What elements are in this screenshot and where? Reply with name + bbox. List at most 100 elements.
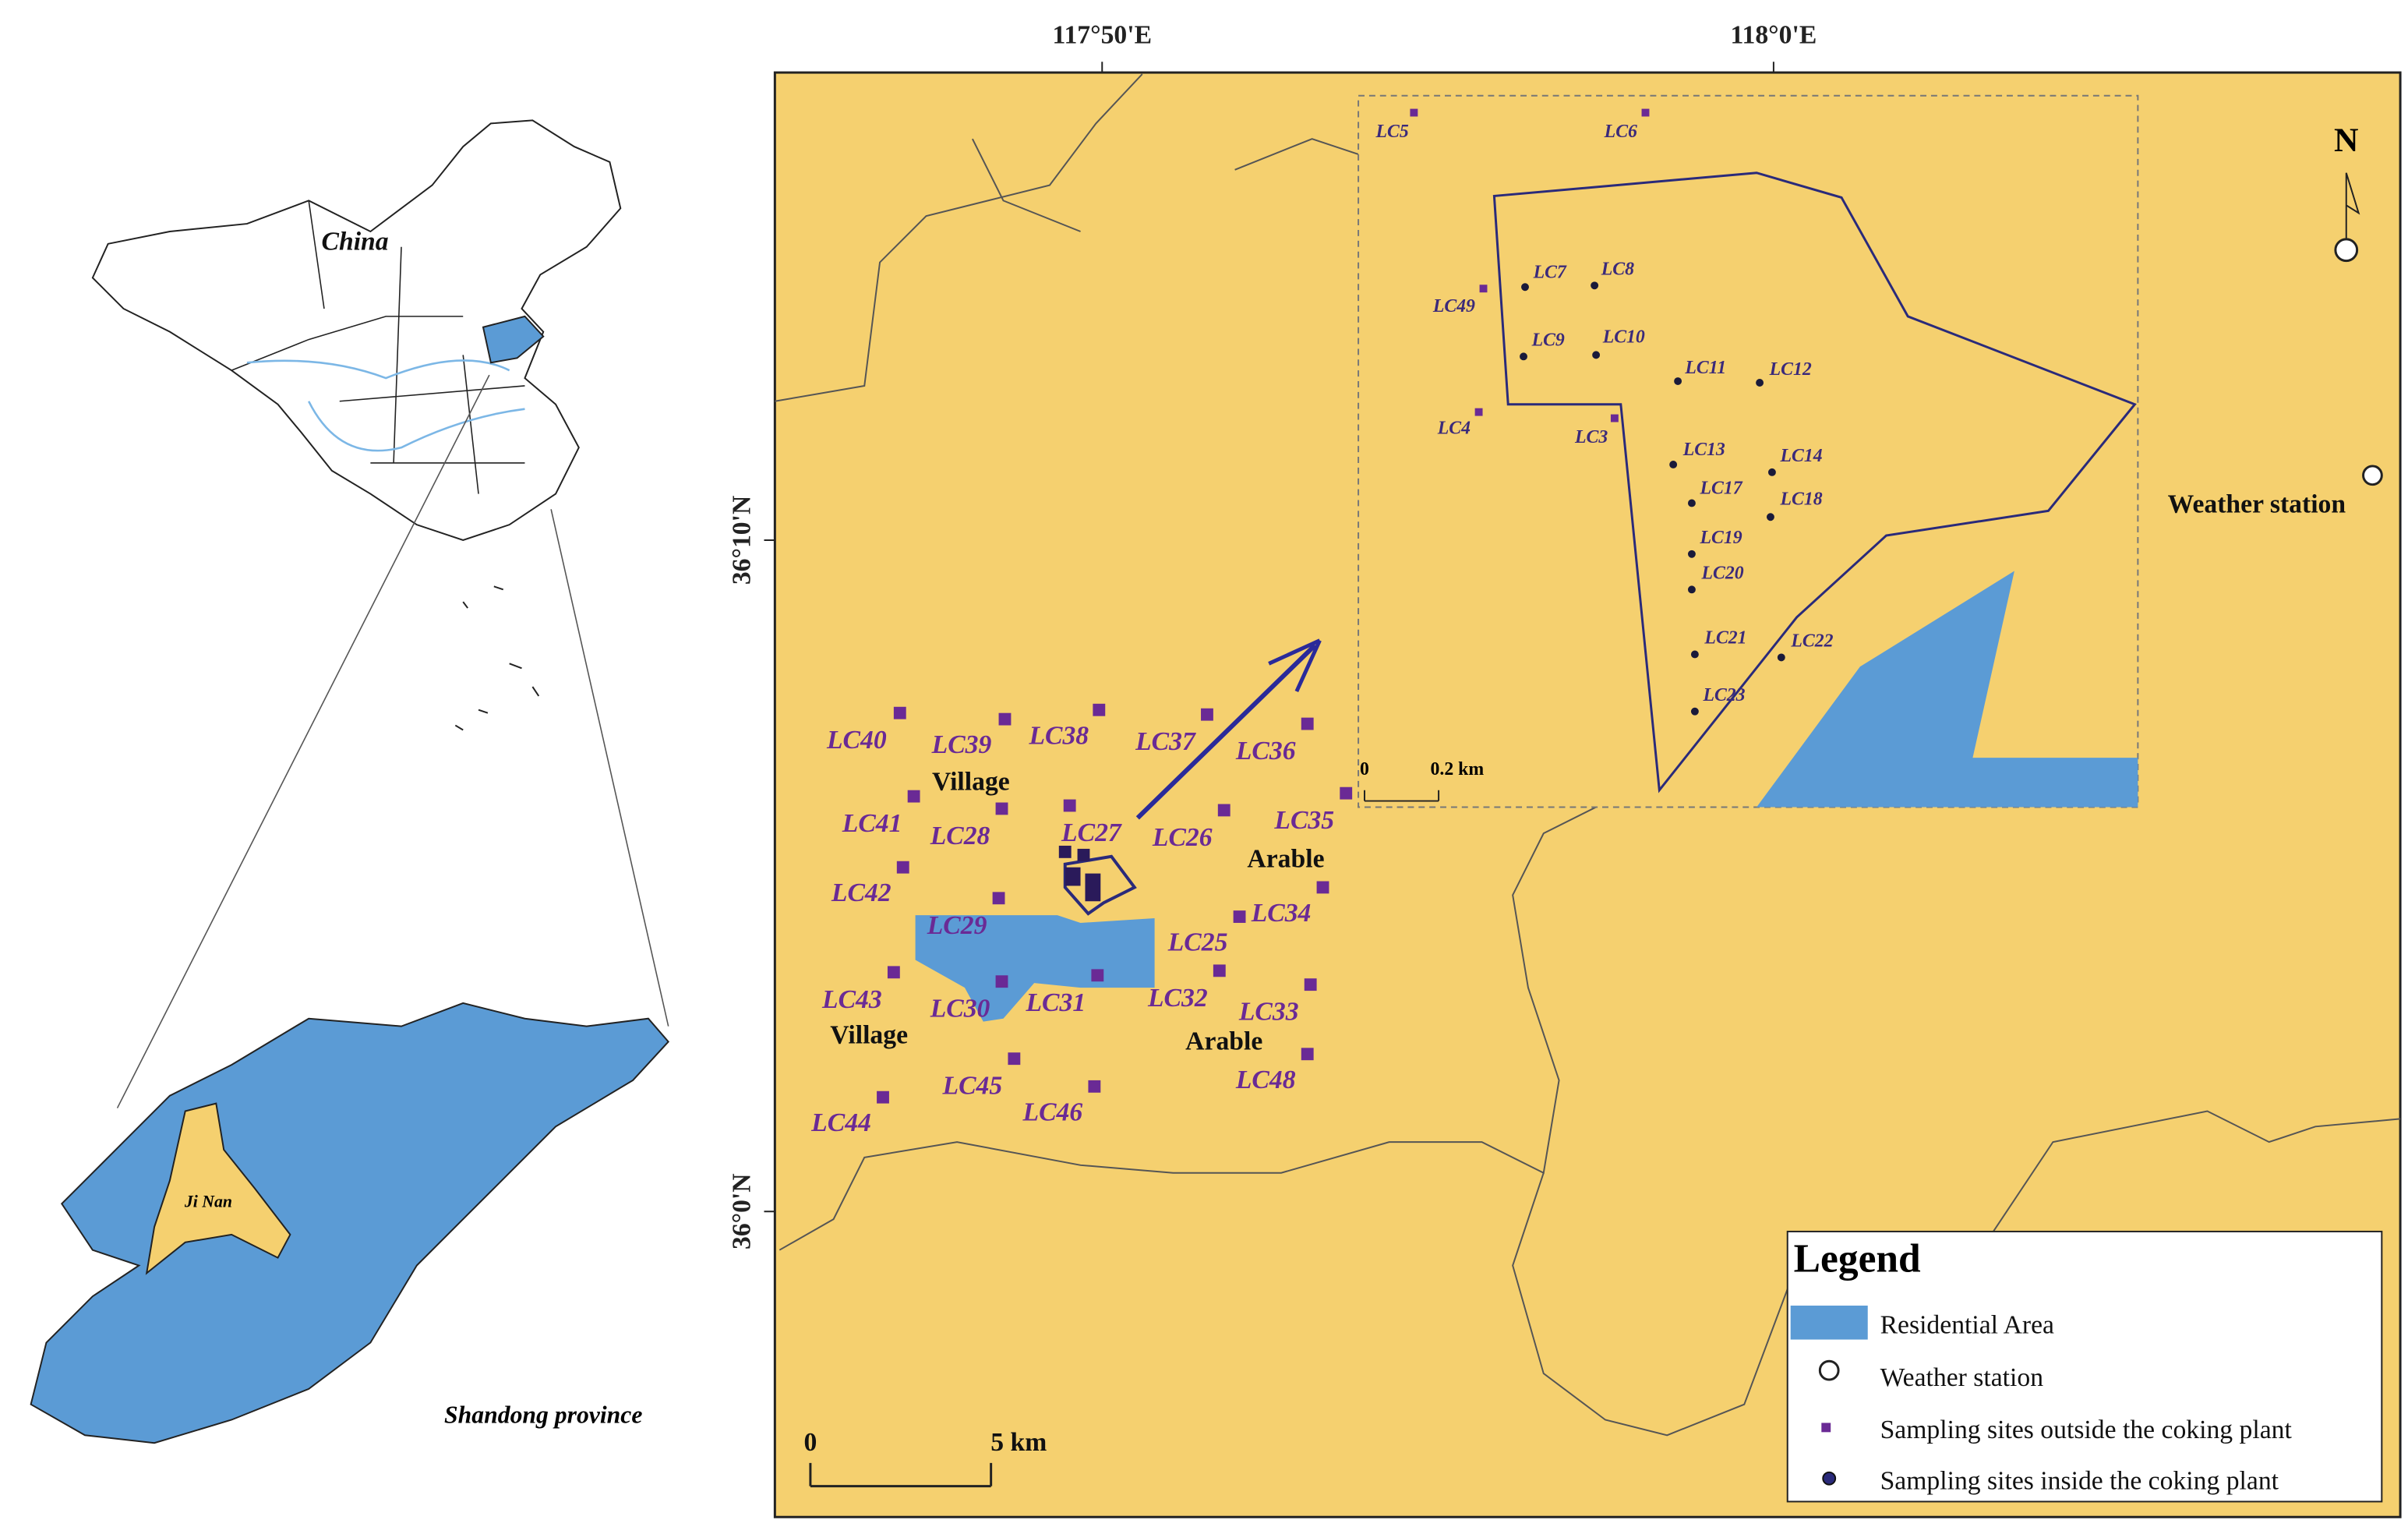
legend-swatch xyxy=(1821,1423,1831,1433)
y-axis-label: 36°0'N xyxy=(728,1173,757,1249)
axis-ticks xyxy=(764,62,1774,1213)
scale-start: 0 xyxy=(803,1428,817,1457)
sampling-site xyxy=(998,712,1012,726)
site-label: LC35 xyxy=(1273,806,1334,835)
inset-site-label: LC9 xyxy=(1531,330,1565,350)
site-label: LC41 xyxy=(842,809,902,838)
legend-box xyxy=(1786,1230,2383,1503)
weather-station xyxy=(2362,465,2383,486)
site-label: LC27 xyxy=(1061,818,1122,847)
sampling-site xyxy=(1088,1080,1101,1093)
scale-end: 5 km xyxy=(990,1428,1047,1457)
inset-site-label: LC13 xyxy=(1682,440,1725,460)
site-label: LC37 xyxy=(1135,727,1196,756)
legend-swatch xyxy=(1818,1359,1840,1381)
inset-frame xyxy=(1358,94,2139,808)
inset-site-label: LC10 xyxy=(1602,327,1645,348)
sampling-site xyxy=(1091,969,1104,982)
zoom-line xyxy=(116,374,490,1108)
legend-label: Sampling sites inside the coking plant xyxy=(1880,1467,2279,1496)
y-axis-label: 36°10'N xyxy=(728,496,757,585)
inset-inside-site xyxy=(1591,281,1599,290)
shandong-map xyxy=(30,1002,670,1444)
jinan-area xyxy=(145,1102,291,1275)
inset-inside-site xyxy=(1687,499,1696,507)
inset-inside-site xyxy=(1777,653,1785,662)
site-label: LC25 xyxy=(1167,928,1228,957)
inset-inside-site xyxy=(1592,351,1601,359)
inset-inside-site xyxy=(1521,283,1529,292)
plant-boundary xyxy=(1063,854,1137,916)
inset-site-label: LC49 xyxy=(1432,296,1475,316)
site-label: LC36 xyxy=(1235,737,1296,765)
north-label: N xyxy=(2334,122,2358,159)
inset-inside-site xyxy=(1674,377,1682,385)
site-label: LC46 xyxy=(1022,1097,1083,1126)
inset-site-label: LC21 xyxy=(1704,628,1746,649)
inset-site-label: LC4 xyxy=(1437,418,1471,438)
sampling-site xyxy=(1213,964,1226,977)
city-label: Ji Nan xyxy=(184,1192,232,1211)
sampling-site xyxy=(1304,978,1317,991)
china-map xyxy=(91,119,622,731)
inset-inside-site xyxy=(1669,460,1678,468)
sampling-site xyxy=(1201,708,1213,721)
inset-site-label: LC11 xyxy=(1684,358,1726,378)
site-label: LC44 xyxy=(810,1108,871,1137)
weather-station-label: Weather station xyxy=(2168,490,2346,518)
legend-swatch xyxy=(1790,1305,1868,1340)
province-label: Shandong province xyxy=(444,1401,642,1428)
plant-cluster xyxy=(1058,845,1101,902)
site-label: LC48 xyxy=(1235,1066,1296,1094)
inset-site-label: LC7 xyxy=(1533,262,1567,282)
inset-residential-area xyxy=(1757,571,2138,808)
inset-site-label: LC23 xyxy=(1702,685,1745,705)
sampling-site xyxy=(877,1090,889,1104)
inset-site-label: LC5 xyxy=(1375,122,1409,142)
inset-sampling-site xyxy=(1610,414,1619,422)
north-arrow xyxy=(2345,172,2360,239)
inset-sampling-site xyxy=(1410,108,1418,117)
inset-scale-start: 0 xyxy=(1360,759,1369,779)
inset-site-label: LC17 xyxy=(1699,479,1742,499)
zoom-arrow-head xyxy=(1268,638,1322,693)
inset-site-label: LC18 xyxy=(1779,489,1822,509)
sampling-site xyxy=(1301,1048,1314,1061)
sampling-site xyxy=(1008,1052,1021,1066)
inset-sampling-site xyxy=(1641,108,1650,117)
inset-scale-end: 0.2 km xyxy=(1431,759,1485,779)
site-label: LC29 xyxy=(927,911,987,940)
inset-plant-boundary xyxy=(1492,171,2137,794)
legend-label: Weather station xyxy=(1880,1363,2044,1392)
land-use-label: Village xyxy=(830,1020,908,1049)
land-use-label: Arable xyxy=(1185,1027,1262,1055)
site-label: LC28 xyxy=(930,822,990,850)
inset-inside-site xyxy=(1756,379,1764,387)
country-label: China xyxy=(322,228,389,256)
sampling-site xyxy=(896,861,909,874)
site-label: LC32 xyxy=(1147,984,1208,1013)
sampling-site xyxy=(1233,910,1246,923)
site-label: LC26 xyxy=(1152,823,1213,852)
inset-sampling-site xyxy=(1474,408,1483,416)
zoom-arrow xyxy=(1135,643,1317,820)
inset-sampling-site xyxy=(1479,285,1488,293)
site-label: LC45 xyxy=(942,1072,1003,1101)
inset-site-label: LC3 xyxy=(1574,427,1608,447)
inset-inside-site xyxy=(1520,352,1527,361)
legend-swatch xyxy=(1822,1471,1837,1486)
sampling-site xyxy=(887,966,900,979)
land-use-label: Village xyxy=(932,768,1010,797)
inset-inside-site xyxy=(1767,468,1776,476)
inset-site-label: LC6 xyxy=(1604,122,1637,142)
site-label: LC34 xyxy=(1251,899,1312,928)
boundaries xyxy=(775,73,2401,1437)
sampling-site xyxy=(1217,804,1230,817)
inset-inside-site xyxy=(1690,650,1699,659)
site-label: LC40 xyxy=(826,726,887,755)
sampling-site xyxy=(893,706,906,719)
x-axis-label: 117°50'E xyxy=(1052,20,1152,49)
inset-site-label: LC12 xyxy=(1769,359,1812,380)
sampling-site xyxy=(995,975,1008,988)
